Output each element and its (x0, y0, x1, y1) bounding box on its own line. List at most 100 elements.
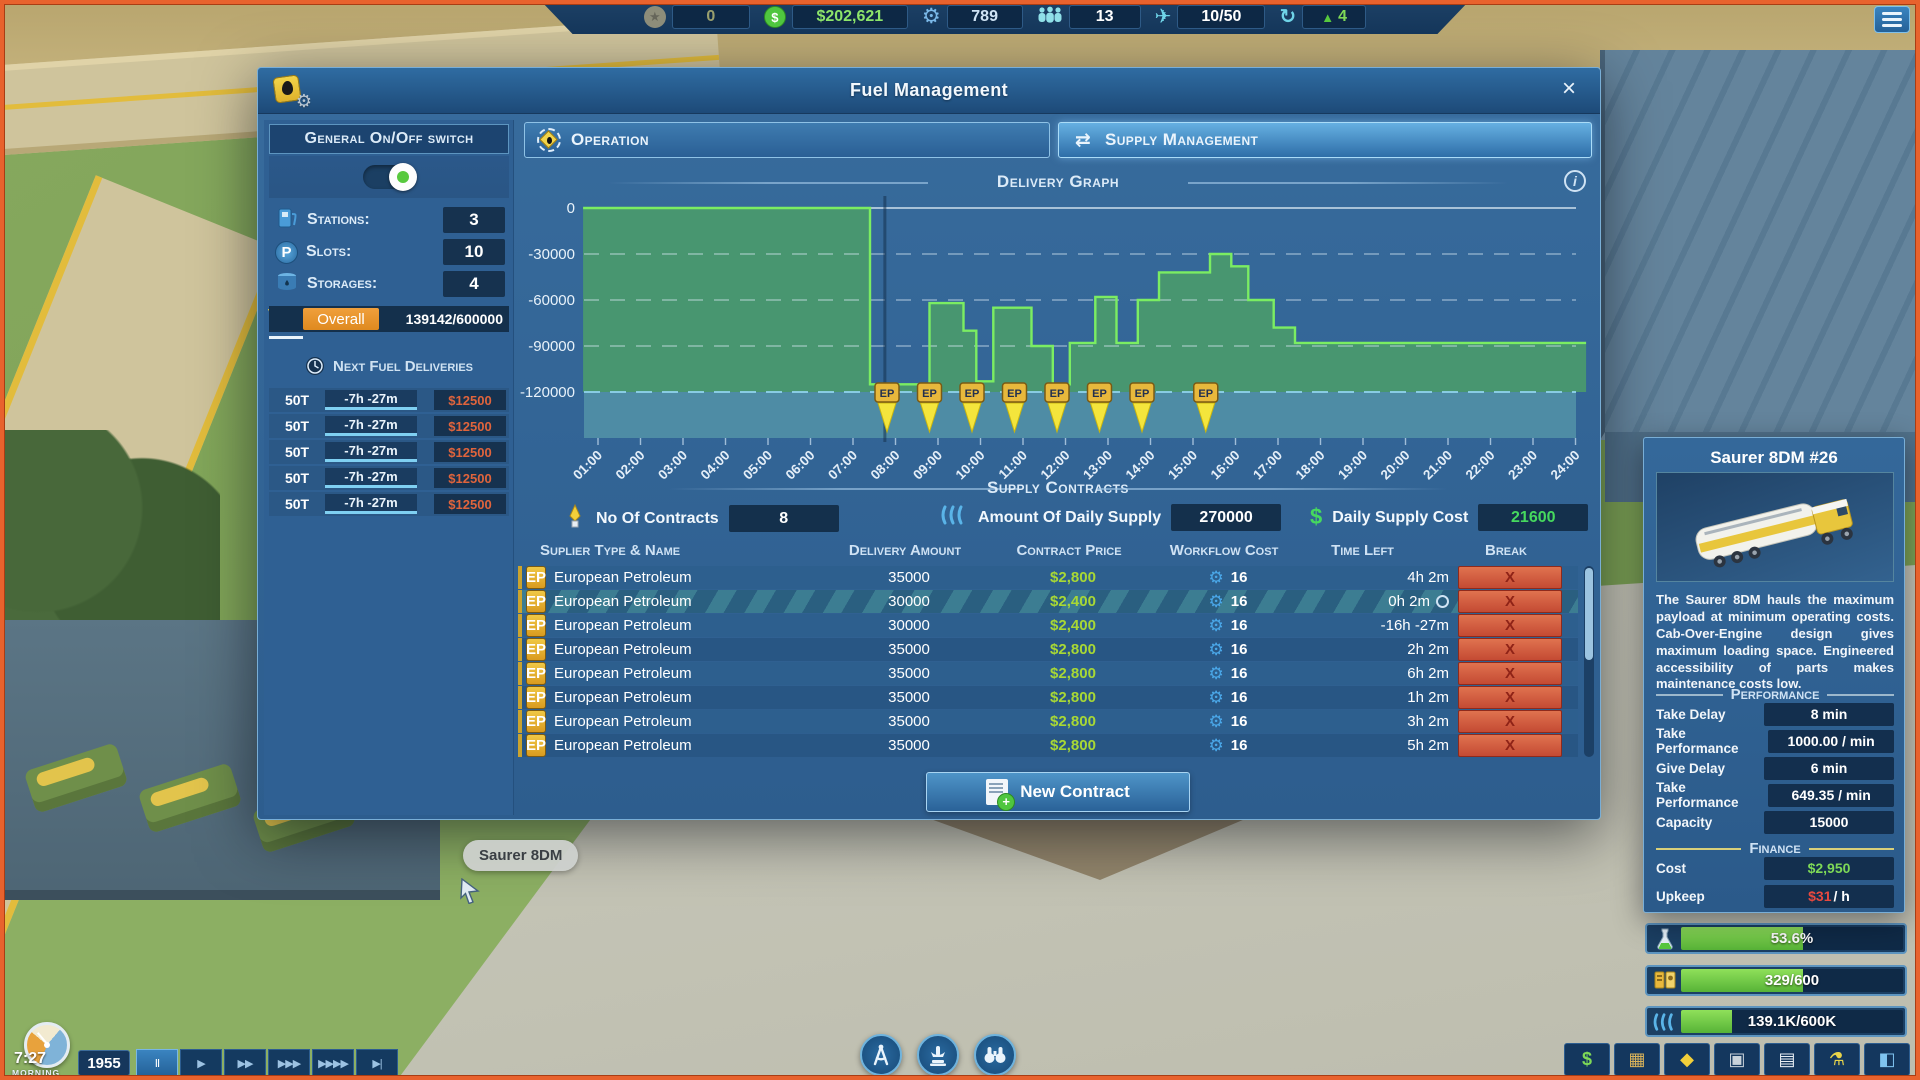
resource-value-box: 13 (1068, 5, 1141, 29)
operation-icon (537, 128, 561, 152)
break-contract-button[interactable]: X (1458, 734, 1562, 757)
pause-button[interactable]: Ⅱ (136, 1049, 178, 1077)
plane-icon: ✈ (1154, 5, 1172, 28)
info-icon[interactable]: i (1564, 170, 1586, 192)
gear-icon: ⚙ (1208, 711, 1224, 731)
speed-3x-button[interactable]: ▶▶▶ (268, 1049, 310, 1077)
workflow-cost-cell: ⚙ 16 (1138, 734, 1318, 757)
monument-button[interactable] (917, 1034, 959, 1076)
speed-2x-button[interactable]: ▶▶ (224, 1049, 266, 1077)
delivery-cost: $12500 (434, 416, 506, 436)
research-button[interactable]: ⚗ (1814, 1043, 1860, 1076)
contract-row[interactable]: EP European Petroleum 35000 $2,800 ⚙ 16 5h 2m X (518, 734, 1578, 757)
binoculars-button[interactable] (974, 1034, 1016, 1076)
delivery-cost: $12500 (434, 494, 506, 514)
contract-row[interactable]: EP European Petroleum 30000 $2,400 ⚙ 16 -16h -… (518, 614, 1578, 637)
gauge-bar: 53.6% (1681, 927, 1903, 950)
performance-label: Capacity (1656, 814, 1713, 830)
supplier-badge-icon: EP (526, 686, 546, 709)
delivery-row: 50T -7h -27m $12500 (269, 440, 509, 464)
delivery-row: 50T -7h -27m $12500 (269, 466, 509, 490)
contract-row[interactable]: EP European Petroleum 35000 $2,800 ⚙ 16 3h 2m X (518, 710, 1578, 733)
scrollbar-thumb[interactable] (1585, 568, 1593, 660)
break-contract-button[interactable]: X (1458, 566, 1562, 589)
economy-button[interactable]: $ (1564, 1043, 1610, 1076)
new-contract-button[interactable]: New Contract (926, 772, 1190, 812)
speed-4x-button[interactable]: ▶▶▶▶ (312, 1049, 354, 1077)
buildings-button[interactable]: ▦ (1614, 1043, 1660, 1076)
workflow-cost-cell: ⚙ 16 (1138, 590, 1318, 613)
gear-icon: ⚙ (1208, 639, 1224, 659)
delivery-amount-cell: 35000 (888, 569, 930, 586)
contract-row[interactable]: EP European Petroleum 30000 $2,400 ⚙ 16 0h 2m X (518, 590, 1578, 613)
hud-gauge-flask[interactable]: 53.6% (1645, 923, 1907, 954)
menu-button[interactable] (1874, 6, 1910, 33)
finance-value: $2,950 (1764, 856, 1894, 880)
workflow-cost-cell: ⚙ 16 (1138, 710, 1318, 733)
compass-button[interactable] (860, 1034, 902, 1076)
resource-value: 4 (1338, 8, 1348, 25)
break-contract-button[interactable]: X (1458, 590, 1562, 613)
break-contract-button[interactable]: X (1458, 614, 1562, 637)
resource-population: 13 (1037, 5, 1141, 29)
contract-row[interactable]: EP European Petroleum 35000 $2,800 ⚙ 16 4h 2m X (518, 566, 1578, 589)
production-button[interactable]: ▣ (1714, 1043, 1760, 1076)
new-contract-label: New Contract (1020, 782, 1130, 801)
tab-operation[interactable]: Operation (524, 122, 1050, 158)
close-icon[interactable]: × (1561, 75, 1576, 102)
break-contract-button[interactable]: X (1458, 686, 1562, 709)
supplier-name: European Petroleum (554, 689, 692, 706)
break-contract-button[interactable]: X (1458, 662, 1562, 685)
svg-text:-30000: -30000 (528, 246, 575, 263)
contract-row[interactable]: EP European Petroleum 35000 $2,800 ⚙ 16 2h 2m X (518, 638, 1578, 661)
build-toolbar: $ ▦ ◆ ▣ ▤ ⚗ ◧ (1564, 1043, 1910, 1076)
documents-button[interactable]: ▤ (1764, 1043, 1810, 1076)
supplier-name: European Petroleum (554, 737, 692, 754)
break-contract-button[interactable]: X (1458, 710, 1562, 733)
performance-row: Take Performance 649.35 / min (1656, 780, 1894, 810)
hud-gauge-staff-cards[interactable]: 329/600 (1645, 964, 1907, 996)
gauge-value: 329/600 (1764, 971, 1820, 989)
break-contract-button[interactable]: X (1458, 638, 1562, 661)
delivery-time: -7h -27m (325, 494, 417, 514)
station-stats: Stations: 3 P Slots: 10 Storages: 4 (269, 204, 509, 300)
statistics-button[interactable]: ◧ (1864, 1043, 1910, 1076)
time-left-cell: 4h 2m (1407, 569, 1449, 586)
dialog-header: ⚙ Fuel Management × (258, 68, 1600, 114)
contract-price-cell: $2,800 (1050, 641, 1096, 658)
svg-text:EP: EP (1050, 388, 1065, 400)
performance-title-text: Performance (1730, 686, 1820, 703)
step-forward-button[interactable]: ▶| (356, 1049, 398, 1077)
fuel-button[interactable]: ◆ (1664, 1043, 1710, 1076)
gear-icon: ⚙ (1208, 663, 1224, 683)
tab-operation-label: Operation (571, 130, 649, 149)
tab-supply-management[interactable]: ⇄ Supply Management (1058, 122, 1592, 158)
delivery-row: 50T -7h -27m $12500 (269, 388, 509, 412)
finance-row: Upkeep $31 / h (1656, 884, 1894, 908)
resource-medal: ★ 0 (643, 5, 750, 29)
contract-stat-label: Amount Of Daily Supply (978, 508, 1162, 526)
next-fuel-deliveries-header: Next Fuel Deliveries (269, 352, 509, 380)
sidebar-stat-slots: P Slots: 10 (269, 236, 509, 268)
svg-text:EP: EP (880, 388, 895, 400)
play-button[interactable]: ▶ (180, 1049, 222, 1077)
fuel-station-icon (275, 206, 299, 235)
contract-stat-0: No Of Contracts 8 (564, 503, 839, 533)
overall-underline (269, 336, 303, 339)
game-speed-controls: Ⅱ ▶ ▶▶ ▶▶▶ ▶▶▶▶ ▶| (136, 1049, 398, 1077)
vehicle-description: The Saurer 8DM hauls the maximum payload… (1656, 592, 1894, 692)
dollar-icon: $ (1310, 504, 1323, 529)
delivery-cost: $12500 (434, 390, 506, 410)
production-icon: ▣ (1728, 1049, 1746, 1069)
contract-row[interactable]: EP European Petroleum 35000 $2,800 ⚙ 16 6h 2m X (518, 662, 1578, 685)
performance-label: Take Performance (1656, 726, 1739, 756)
current-year: 1955 (78, 1050, 130, 1076)
general-on-off-toggle[interactable] (363, 163, 417, 191)
contracts-scrollbar[interactable] (1584, 566, 1594, 757)
sidebar: General On/Off switch Stations: 3 P Slots: 1… (264, 120, 514, 815)
contract-row[interactable]: EP European Petroleum 35000 $2,800 ⚙ 16 1h 2m X (518, 686, 1578, 709)
performance-label: Take Performance (1656, 780, 1739, 810)
hud-gauge-fuel-supply[interactable]: 139.1K/600K (1645, 1006, 1907, 1037)
selected-indicator-icon (1436, 595, 1449, 608)
